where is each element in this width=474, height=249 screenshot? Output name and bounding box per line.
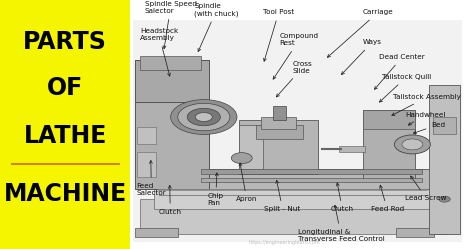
Bar [256,124,303,139]
Bar [201,169,422,174]
Bar [429,85,460,234]
Text: Headstock
Assembly: Headstock Assembly [140,28,178,76]
Text: Clutch: Clutch [331,183,354,212]
Circle shape [402,139,423,150]
Circle shape [195,113,212,122]
Text: Tailstock Assembly: Tailstock Assembly [392,94,461,115]
Text: Dead Center: Dead Center [374,54,425,89]
Text: Chip
Pan: Chip Pan [208,173,224,206]
Text: Split - Nut: Split - Nut [264,180,301,212]
Text: LATHE: LATHE [24,124,107,148]
Circle shape [394,135,430,154]
Text: Cross
Slide: Cross Slide [276,61,313,97]
Circle shape [439,196,450,202]
Bar [133,20,462,242]
Text: Spindle
(with chuck): Spindle (with chuck) [194,3,239,52]
Bar [396,228,434,237]
Bar [261,117,296,129]
Circle shape [187,108,220,126]
Text: Tool Post: Tool Post [263,9,294,61]
Bar [137,152,156,177]
Text: Tailstock Quill: Tailstock Quill [380,74,431,102]
Bar [135,228,178,237]
Bar [239,120,318,174]
Circle shape [231,153,252,164]
Circle shape [171,100,237,134]
Bar [140,56,201,70]
Text: Handwheel: Handwheel [405,112,446,125]
Text: https://engineeringlearn.com: https://engineeringlearn.com [248,240,320,245]
Bar [363,110,415,129]
Bar [239,124,263,169]
Text: MACHINE: MACHINE [3,182,127,206]
Text: Spindle Speed
Salector: Spindle Speed Salector [145,1,197,49]
Text: Longitudinal &
Transverse Feed Control: Longitudinal & Transverse Feed Control [298,205,384,242]
Text: Feed Rod: Feed Rod [371,185,404,212]
Text: PARTS: PARTS [23,30,107,54]
Text: OF: OF [47,76,83,100]
Bar [154,184,431,209]
Circle shape [178,103,230,131]
Text: Feed
Salector: Feed Salector [137,161,166,196]
Bar [433,117,456,134]
Bar [201,178,422,182]
Text: Ways: Ways [341,39,382,74]
Bar [273,106,286,120]
Text: Lead Screw: Lead Screw [405,176,447,201]
Bar [137,127,156,144]
Bar [140,199,446,234]
Bar [339,146,365,152]
Bar [145,169,441,189]
Bar [130,0,474,249]
Text: Apron: Apron [236,163,257,202]
Text: Carriage: Carriage [328,9,393,57]
Bar [135,60,209,189]
Text: Bed: Bed [413,122,446,134]
Text: Clutch: Clutch [159,186,182,215]
Text: Compound
Rest: Compound Rest [273,33,319,79]
Bar [0,0,130,249]
Bar [363,110,415,179]
Bar [135,60,209,102]
